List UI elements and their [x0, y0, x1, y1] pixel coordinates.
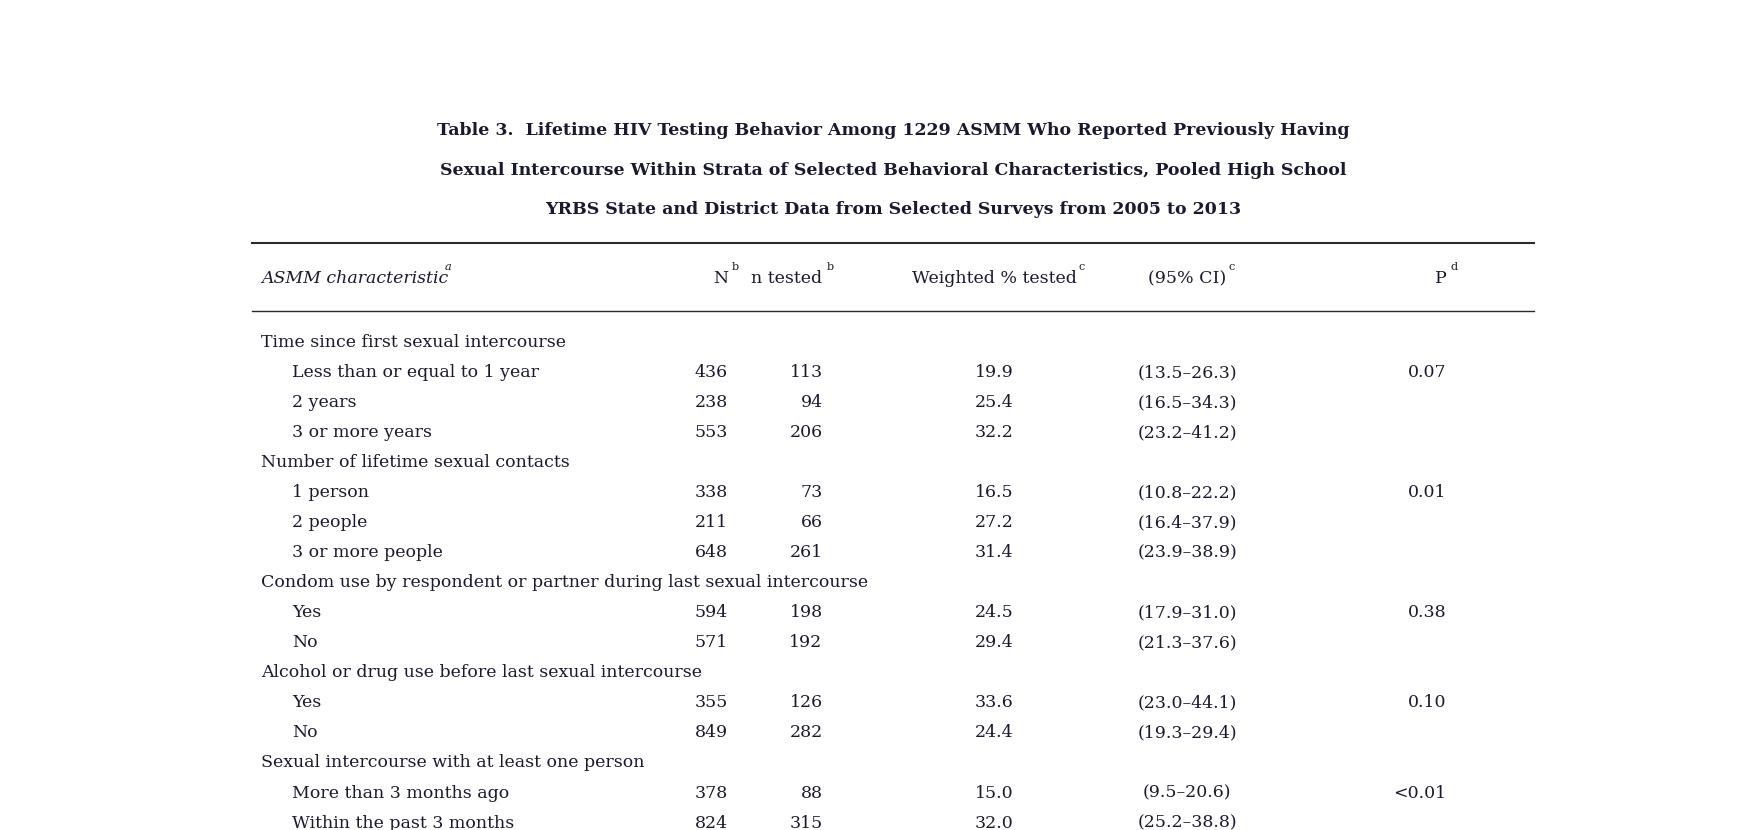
Text: 211: 211 [695, 514, 728, 531]
Text: Yes: Yes [293, 695, 321, 711]
Text: 1 person: 1 person [293, 484, 369, 501]
Text: 113: 113 [789, 364, 822, 381]
Text: No: No [293, 725, 317, 741]
Text: 24.5: 24.5 [976, 604, 1014, 622]
Text: 2 people: 2 people [293, 514, 368, 531]
Text: c: c [1078, 262, 1085, 272]
Text: Alcohol or drug use before last sexual intercourse: Alcohol or drug use before last sexual i… [261, 664, 702, 681]
Text: 3 or more people: 3 or more people [293, 544, 442, 561]
Text: N: N [712, 270, 728, 287]
Text: 282: 282 [789, 725, 822, 741]
Text: d: d [1451, 262, 1458, 272]
Text: 0.01: 0.01 [1408, 484, 1446, 501]
Text: 32.2: 32.2 [974, 424, 1014, 441]
Text: 824: 824 [695, 814, 728, 830]
Text: 355: 355 [695, 695, 728, 711]
Text: Time since first sexual intercourse: Time since first sexual intercourse [261, 334, 566, 351]
Text: b: b [827, 262, 834, 272]
Text: 19.9: 19.9 [976, 364, 1014, 381]
Text: 0.10: 0.10 [1408, 695, 1446, 711]
Text: 27.2: 27.2 [974, 514, 1014, 531]
Text: YRBS State and District Data from Selected Surveys from 2005 to 2013: YRBS State and District Data from Select… [545, 201, 1240, 218]
Text: Condom use by respondent or partner during last sexual intercourse: Condom use by respondent or partner duri… [261, 574, 868, 591]
Text: 338: 338 [695, 484, 728, 501]
Text: 849: 849 [695, 725, 728, 741]
Text: 648: 648 [695, 544, 728, 561]
Text: Weighted % tested: Weighted % tested [911, 270, 1077, 287]
Text: 571: 571 [695, 634, 728, 652]
Text: 238: 238 [695, 394, 728, 411]
Text: Number of lifetime sexual contacts: Number of lifetime sexual contacts [261, 454, 570, 471]
Text: 192: 192 [789, 634, 822, 652]
Text: 16.5: 16.5 [976, 484, 1014, 501]
Text: 32.0: 32.0 [976, 814, 1014, 830]
Text: Sexual intercourse with at least one person: Sexual intercourse with at least one per… [261, 754, 645, 772]
Text: 73: 73 [800, 484, 822, 501]
Text: 0.07: 0.07 [1408, 364, 1446, 381]
Text: 31.4: 31.4 [976, 544, 1014, 561]
Text: (23.9–38.9): (23.9–38.9) [1138, 544, 1237, 561]
Text: (17.9–31.0): (17.9–31.0) [1138, 604, 1237, 622]
Text: More than 3 months ago: More than 3 months ago [293, 784, 509, 802]
Text: 33.6: 33.6 [976, 695, 1014, 711]
Text: (25.2–38.8): (25.2–38.8) [1138, 814, 1237, 830]
Text: (19.3–29.4): (19.3–29.4) [1138, 725, 1237, 741]
Text: Sexual Intercourse Within Strata of Selected Behavioral Characteristics, Pooled : Sexual Intercourse Within Strata of Sele… [439, 162, 1347, 178]
Text: 29.4: 29.4 [976, 634, 1014, 652]
Text: Less than or equal to 1 year: Less than or equal to 1 year [293, 364, 538, 381]
Text: 2 years: 2 years [293, 394, 357, 411]
Text: (23.2–41.2): (23.2–41.2) [1138, 424, 1237, 441]
Text: Yes: Yes [293, 604, 321, 622]
Text: a: a [444, 262, 451, 272]
Text: (16.5–34.3): (16.5–34.3) [1138, 394, 1237, 411]
Text: 15.0: 15.0 [976, 784, 1014, 802]
Text: n tested: n tested [751, 270, 822, 287]
Text: b: b [732, 262, 739, 272]
Text: (21.3–37.6): (21.3–37.6) [1138, 634, 1237, 652]
Text: 261: 261 [789, 544, 822, 561]
Text: 24.4: 24.4 [976, 725, 1014, 741]
Text: c: c [1228, 262, 1235, 272]
Text: Within the past 3 months: Within the past 3 months [293, 814, 514, 830]
Text: (95% CI): (95% CI) [1148, 270, 1226, 287]
Text: P: P [1435, 270, 1446, 287]
Text: (23.0–44.1): (23.0–44.1) [1138, 695, 1237, 711]
Text: (13.5–26.3): (13.5–26.3) [1138, 364, 1237, 381]
Text: 206: 206 [789, 424, 822, 441]
Text: (10.8–22.2): (10.8–22.2) [1138, 484, 1237, 501]
Text: 315: 315 [789, 814, 822, 830]
Text: 88: 88 [801, 784, 822, 802]
Text: (9.5–20.6): (9.5–20.6) [1143, 784, 1232, 802]
Text: <0.01: <0.01 [1394, 784, 1446, 802]
Text: 94: 94 [800, 394, 822, 411]
Text: 25.4: 25.4 [976, 394, 1014, 411]
Text: No: No [293, 634, 317, 652]
Text: (16.4–37.9): (16.4–37.9) [1138, 514, 1237, 531]
Text: Table 3.  Lifetime HIV Testing Behavior Among 1229 ASMM Who Reported Previously : Table 3. Lifetime HIV Testing Behavior A… [437, 122, 1348, 139]
Text: 436: 436 [695, 364, 728, 381]
Text: 594: 594 [695, 604, 728, 622]
Text: 553: 553 [695, 424, 728, 441]
Text: 3 or more years: 3 or more years [293, 424, 432, 441]
Text: 126: 126 [789, 695, 822, 711]
Text: 378: 378 [695, 784, 728, 802]
Text: 0.38: 0.38 [1408, 604, 1446, 622]
Text: ASMM characteristic: ASMM characteristic [261, 270, 448, 287]
Text: 66: 66 [801, 514, 822, 531]
Text: 198: 198 [789, 604, 822, 622]
